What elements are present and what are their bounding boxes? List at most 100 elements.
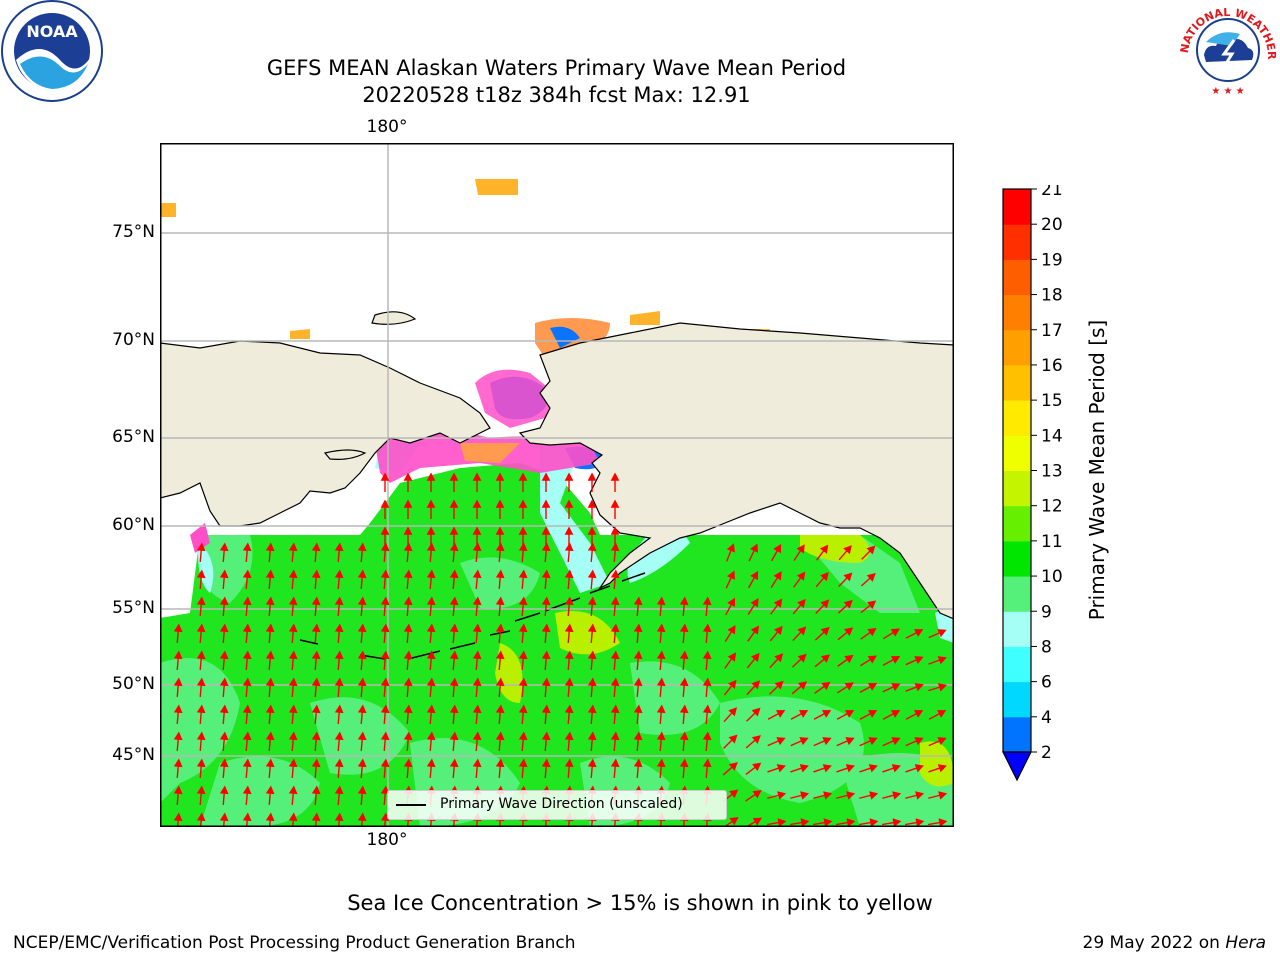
- wave-arrow-head: [564, 499, 574, 508]
- wave-arrow-head: [426, 731, 436, 741]
- wave-arrow-head: [196, 731, 206, 741]
- wave-arrow-head: [449, 731, 459, 741]
- wave-arrow-head: [750, 543, 758, 553]
- wave-arrow-head: [173, 677, 183, 687]
- wave-arrow-head: [656, 623, 666, 633]
- wave-arrow-head: [702, 677, 712, 687]
- wave-arrow-head: [518, 596, 528, 606]
- wave-arrow-head: [311, 758, 321, 768]
- wave-arrow-head: [196, 650, 206, 660]
- wave-arrow-head: [751, 707, 761, 717]
- wave-arrow-head: [564, 569, 574, 579]
- wave-arrow-head: [426, 596, 436, 606]
- wave-arrow-head: [334, 650, 344, 660]
- wave-arrow-head: [334, 623, 344, 633]
- wave-arrow-head: [472, 542, 482, 552]
- wave-arrow-head: [403, 704, 413, 714]
- wave-arrow-head: [867, 627, 877, 637]
- wave-arrow-head: [219, 731, 229, 741]
- lat-label-70: 70°N: [112, 330, 155, 350]
- title-line-1: GEFS MEAN Alaskan Waters Primary Wave Me…: [266, 56, 847, 80]
- wave-arrow-head: [380, 731, 390, 741]
- wave-arrow-head: [242, 704, 252, 714]
- wave-arrow-head: [541, 677, 551, 687]
- wave-arrow-head: [587, 650, 597, 660]
- wave-arrow-head: [587, 731, 597, 741]
- wave-arrow-head: [219, 569, 229, 579]
- wave-arrow-head: [219, 677, 229, 687]
- wave-arrow-head: [799, 764, 809, 773]
- wave-arrow-head: [403, 596, 413, 606]
- wave-arrow-head: [869, 791, 879, 800]
- wave-arrow-head: [610, 499, 620, 508]
- wave-arrow-head: [727, 625, 736, 635]
- wave-arrow-head: [845, 737, 855, 746]
- map-frame: [160, 143, 954, 827]
- wave-field-yellow-green: [495, 535, 954, 787]
- wave-arrow-head: [867, 683, 878, 691]
- wave-arrow-head: [495, 731, 505, 741]
- wave-arrow-head: [242, 731, 252, 741]
- wave-arrow-head: [727, 597, 735, 608]
- wave-arrow-head: [426, 704, 436, 714]
- lat-label-60: 60°N: [112, 515, 155, 535]
- wave-arrow-head: [403, 758, 413, 768]
- footer-date-text: 29 May 2022 on: [1082, 933, 1226, 953]
- wave-arrow-head: [495, 650, 505, 660]
- wave-arrow-head: [728, 734, 738, 744]
- wave-arrow-head: [357, 677, 367, 687]
- colorbar-tick-label: 10: [1041, 567, 1063, 587]
- wave-arrow-head: [449, 758, 459, 768]
- wave-arrow-head: [472, 526, 482, 535]
- wave-arrow-head: [219, 704, 229, 714]
- colorbar-tick-label: 20: [1041, 215, 1063, 235]
- wave-arrow-head: [495, 526, 505, 535]
- wave-arrow-head: [311, 677, 321, 687]
- wave-arrow-head: [449, 704, 459, 714]
- wave-arrow-head: [334, 785, 344, 795]
- wave-arrow-head: [173, 704, 183, 714]
- wave-arrow-head: [265, 812, 275, 822]
- wave-arrow-head: [265, 650, 275, 660]
- wave-arrow-head: [403, 542, 413, 552]
- wave-arrow-head: [679, 623, 689, 633]
- wave-arrow-head: [334, 596, 344, 606]
- wave-arrow-head: [936, 710, 947, 718]
- wave-arrow-head: [242, 650, 252, 660]
- wave-arrow-head: [288, 596, 298, 606]
- wave-arrow-head: [751, 735, 761, 744]
- wave-arrow-head: [564, 526, 574, 535]
- wave-arrow-head: [890, 628, 900, 637]
- wave-arrow-head: [541, 596, 551, 606]
- wave-arrow-head: [679, 677, 689, 687]
- wave-arrow-head: [403, 526, 413, 535]
- wave-arrow-head: [752, 762, 762, 772]
- wave-arrow-head: [587, 758, 597, 768]
- wave-arrow-head: [915, 818, 925, 827]
- wave-arrow-head: [288, 677, 298, 687]
- wave-arrow-head: [449, 677, 459, 687]
- wave-arrow-head: [891, 737, 901, 746]
- wave-arrow-head: [820, 599, 830, 609]
- wave-arrow-head: [265, 758, 275, 768]
- wave-arrow-head: [633, 677, 643, 687]
- colorbar-segment: [1003, 364, 1031, 401]
- wave-arrow-head: [679, 596, 689, 606]
- lat-label-55: 55°N: [112, 598, 155, 618]
- wave-arrow-head: [846, 818, 856, 827]
- wave-arrow-head: [892, 791, 902, 800]
- wave-arrow-head: [196, 758, 206, 768]
- wave-arrow-head: [449, 623, 459, 633]
- wave-arrow-head: [541, 623, 551, 633]
- wave-arrow-head: [843, 545, 852, 555]
- wave-arrow-head: [587, 677, 597, 687]
- wave-arrow-head: [449, 596, 459, 606]
- wave-arrow-head: [587, 526, 597, 535]
- wave-arrow-head: [610, 704, 620, 714]
- wave-arrow-head: [472, 704, 482, 714]
- wave-arrow-head: [938, 818, 948, 827]
- wave-arrow-head: [822, 764, 832, 773]
- wave-arrow-head: [564, 677, 574, 687]
- wave-arrow-head: [798, 710, 809, 718]
- wave-arrow-head: [541, 569, 551, 579]
